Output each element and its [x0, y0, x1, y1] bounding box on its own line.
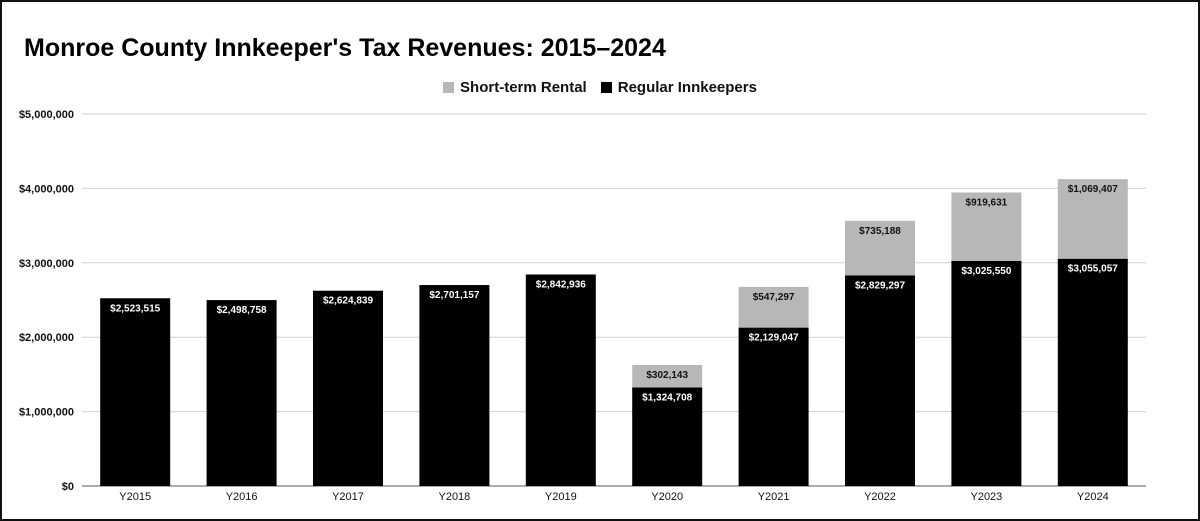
bar-regular-y2017	[313, 290, 383, 486]
y-tick-label-3: $3,000,000	[19, 258, 74, 270]
bar-regular-y2019	[525, 274, 596, 486]
x-tick-label-y2023: Y2023	[970, 491, 1002, 503]
bar-short-term-y2021	[738, 286, 809, 328]
data-label-regular-y2015: $2,523,515	[110, 303, 160, 314]
bar-short-term-y2024	[1057, 179, 1128, 259]
bar-regular-y2023	[951, 260, 1022, 486]
x-tick-label-y2020: Y2020	[651, 491, 683, 503]
bar-regular-y2020	[632, 387, 703, 486]
data-label-short-term-y2023: $919,631	[966, 197, 1008, 208]
x-tick-label-y2024: Y2024	[1077, 491, 1109, 503]
data-label-short-term-y2024: $1,069,407	[1068, 184, 1118, 195]
x-tick-label-y2015: Y2015	[119, 491, 151, 503]
data-label-regular-y2024: $3,055,057	[1068, 264, 1118, 275]
y-tick-label-4: $4,000,000	[19, 183, 74, 195]
bar-regular-y2018	[419, 285, 490, 486]
bar-regular-y2022	[845, 275, 915, 486]
legend-item-regular-innkeepers: Regular Innkeepers	[600, 79, 757, 96]
data-label-regular-y2018: $2,701,157	[429, 290, 479, 301]
data-label-regular-y2021: $2,129,047	[749, 333, 799, 344]
y-tick-label-5: $5,000,000	[19, 109, 74, 121]
bar-short-term-y2022	[845, 220, 915, 276]
data-label-regular-y2017: $2,624,839	[323, 296, 373, 307]
data-label-regular-y2023: $3,025,550	[961, 266, 1011, 277]
data-label-regular-y2020: $1,324,708	[642, 392, 692, 403]
x-tick-label-y2019: Y2019	[545, 491, 577, 503]
data-label-short-term-y2021: $547,297	[753, 292, 795, 303]
chart-legend: Short-term Rental Regular Innkeepers	[2, 79, 1198, 96]
bar-short-term-y2023	[951, 192, 1022, 261]
y-tick-label-0: $0	[62, 481, 74, 493]
bar-regular-y2016	[206, 300, 277, 486]
bar-regular-y2024	[1057, 258, 1128, 486]
chart-title: Monroe County Innkeeper's Tax Revenues: …	[24, 34, 666, 62]
data-label-regular-y2016: $2,498,758	[217, 305, 267, 316]
data-label-short-term-y2020: $302,143	[646, 370, 688, 381]
legend-swatch-short-term-rental	[443, 82, 455, 93]
x-tick-label-y2018: Y2018	[438, 491, 470, 503]
x-tick-label-y2017: Y2017	[332, 491, 364, 503]
data-label-regular-y2022: $2,829,297	[855, 281, 905, 292]
bar-regular-y2021	[738, 327, 809, 486]
legend-swatch-regular-innkeepers	[600, 82, 612, 93]
x-tick-label-y2021: Y2021	[758, 491, 790, 503]
x-tick-label-y2022: Y2022	[864, 491, 896, 503]
legend-item-short-term-rental: Short-term Rental	[443, 79, 587, 96]
bar-regular-y2015	[100, 298, 171, 486]
legend-label-regular-innkeepers: Regular Innkeepers	[617, 79, 757, 96]
bar-short-term-y2020	[632, 364, 703, 388]
data-label-short-term-y2022: $735,188	[859, 226, 901, 237]
data-label-regular-y2019: $2,842,936	[536, 279, 586, 290]
x-tick-label-y2016: Y2016	[226, 491, 258, 503]
legend-label-short-term-rental: Short-term Rental	[460, 79, 587, 96]
y-tick-label-1: $1,000,000	[19, 407, 74, 419]
y-tick-label-2: $2,000,000	[19, 332, 74, 344]
